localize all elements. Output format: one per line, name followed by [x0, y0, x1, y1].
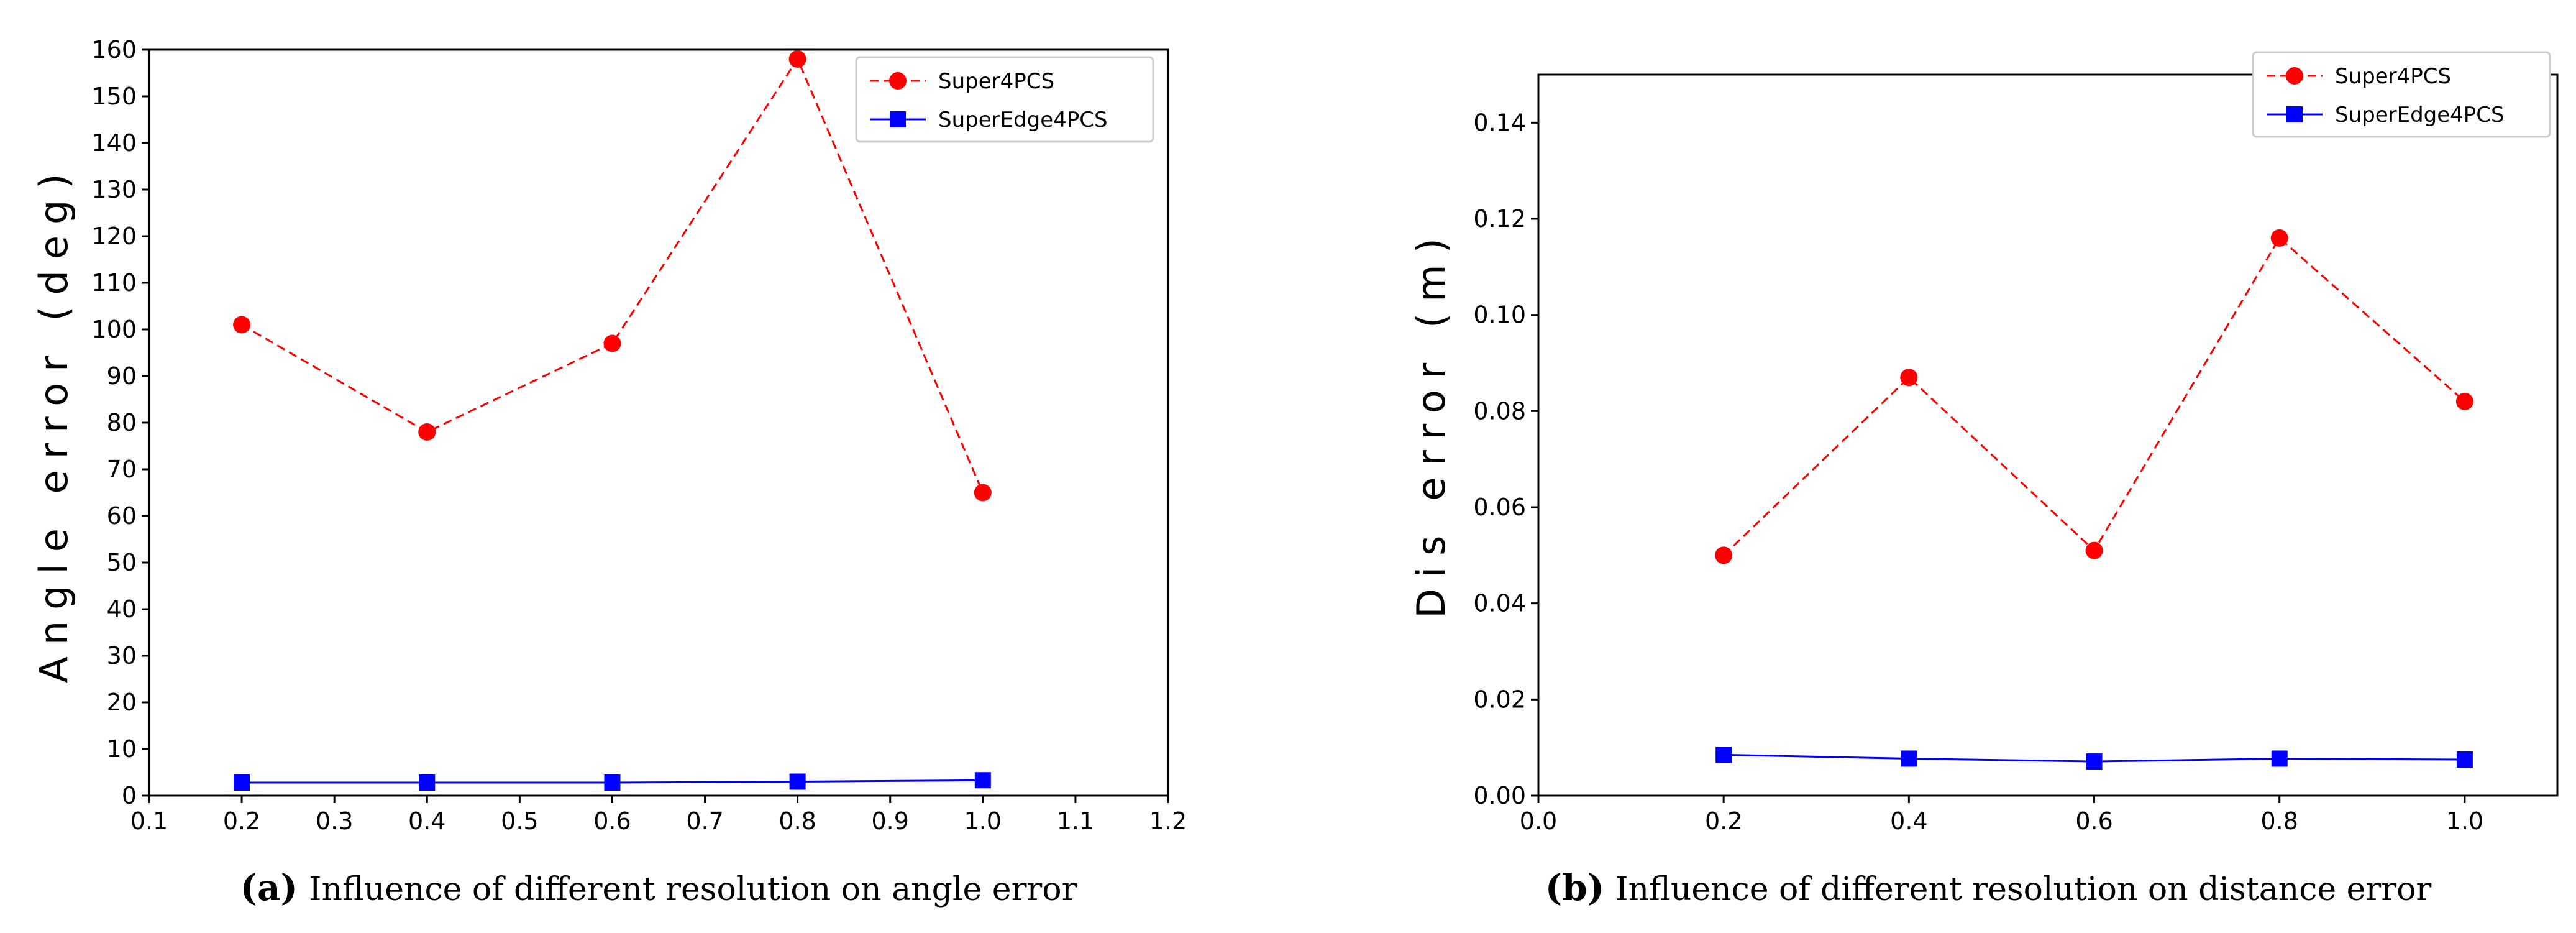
series-layer: [233, 50, 992, 791]
y-tick-label: 160: [91, 36, 137, 63]
x-ticks: 0.0 0.2 0.4 0.6 0.8 1.0: [1520, 796, 2483, 835]
y-tick-label: 0.08: [1473, 397, 1526, 425]
legend-box: [855, 56, 1154, 143]
x-tick-label: 1.0: [964, 807, 1002, 835]
caption-tag: (a): [240, 866, 298, 909]
y-tick-label: 0.04: [1473, 590, 1526, 617]
data-point-super4pcs: [974, 484, 992, 502]
data-point-superedge4pcs: [604, 774, 621, 791]
series-line-super4pcs: [1723, 236, 2465, 556]
chart-panel-distance-error: 0.000.020.040.060.080.100.120.14 0.0 0.2 0…: [1409, 51, 2559, 909]
x-tick-label: 0.6: [2075, 807, 2112, 835]
y-tick-label: 10: [107, 735, 137, 763]
y-tick-label: 130: [91, 176, 137, 203]
x-tick-label: 0.5: [501, 807, 538, 835]
data-point-superedge4pcs: [234, 774, 250, 791]
x-tick-label: 0.3: [316, 807, 353, 835]
caption-tag: (b): [1545, 866, 1604, 909]
series-layer: [1715, 229, 2473, 770]
data-point-super4pcs: [2455, 392, 2473, 410]
data-point-superedge4pcs: [2086, 753, 2103, 770]
legend-label-superedge4pcs: SuperEdge4PCS: [2335, 103, 2505, 127]
data-point-super4pcs: [233, 316, 251, 334]
legend-marker-super4pcs: [2286, 67, 2303, 85]
y-ticks: 0.00 0.02 0.04 0.06 0.08 0.10 0.12 0.14: [1473, 109, 1538, 809]
y-tick-label: 0.12: [1473, 205, 1526, 232]
chart-panel-angle-error: 0 10 20 30 40 50 60 70 80 90 100 110 120 130 140 150 160…: [31, 36, 1187, 909]
y-tick-label: 0: [122, 782, 137, 809]
x-tick-label: 1.1: [1057, 807, 1094, 835]
y-tick-label: 50: [107, 549, 137, 576]
data-point-superedge4pcs: [2456, 751, 2473, 768]
data-point-superedge4pcs: [419, 774, 436, 791]
series-line-super4pcs: [241, 57, 984, 494]
y-tick-label: 70: [107, 456, 137, 483]
data-point-superedge4pcs: [1715, 747, 1732, 763]
x-tick-label: 0.6: [593, 807, 631, 835]
y-tick-label: 0.00: [1473, 782, 1526, 809]
data-point-superedge4pcs: [1901, 750, 1917, 767]
data-point-superedge4pcs: [789, 773, 806, 790]
x-tick-label: 0.8: [779, 807, 816, 835]
y-tick-label: 100: [91, 316, 137, 343]
caption-text: Influence of different resolution on ang…: [309, 871, 1077, 908]
y-tick-label: 150: [91, 83, 137, 110]
y-tick-label: 140: [91, 129, 137, 157]
legend: Super4PCS SuperEdge4PCS: [855, 56, 1154, 143]
plot-frame: [148, 48, 1169, 797]
caption-a: (a) Influence of different resolution on…: [240, 866, 1077, 909]
x-tick-label: 0.9: [872, 807, 909, 835]
x-tick-label: 0.2: [1705, 807, 1742, 835]
y-tick-label: 0.10: [1473, 301, 1526, 329]
data-point-super4pcs: [2085, 541, 2103, 559]
x-tick-label: 1.0: [2446, 807, 2483, 835]
data-point-super4pcs: [2270, 229, 2288, 247]
y-tick-label: 30: [107, 642, 137, 669]
y-axis-label: Angle error (deg): [31, 162, 76, 683]
y-tick-label: 40: [107, 595, 137, 623]
legend-marker-superedge4pcs: [890, 111, 906, 127]
legend-marker-super4pcs: [889, 72, 907, 90]
x-tick-label: 0.4: [1890, 807, 1927, 835]
data-point-superedge4pcs: [974, 772, 991, 789]
y-tick-label: 0.02: [1473, 686, 1526, 713]
x-tick-label: 0.0: [1520, 807, 1557, 835]
legend-marker-superedge4pcs: [2286, 106, 2303, 122]
y-ticks: 0 10 20 30 40 50 60 70 80 90 100 110 120 130 140 150 160: [91, 36, 149, 809]
y-tick-label: 60: [107, 502, 137, 530]
legend-label-superedge4pcs: SuperEdge4PCS: [938, 108, 1108, 132]
y-tick-label: 0.06: [1473, 494, 1526, 521]
data-point-super4pcs: [1715, 546, 1733, 564]
caption-b: (b) Influence of different resolution on…: [1545, 866, 2432, 909]
data-point-super4pcs: [1900, 369, 1918, 387]
y-tick-label: 120: [91, 223, 137, 250]
legend: Super4PCS SuperEdge4PCS: [2252, 51, 2551, 138]
legend-label-super4pcs: Super4PCS: [938, 69, 1054, 94]
legend-label-super4pcs: Super4PCS: [2335, 64, 2451, 89]
y-tick-label: 80: [107, 409, 137, 436]
legend-box: [2252, 51, 2551, 138]
x-tick-label: 1.2: [1149, 807, 1187, 835]
y-tick-label: 0.14: [1473, 109, 1526, 136]
data-point-super4pcs: [788, 50, 806, 68]
x-tick-label: 0.2: [223, 807, 260, 835]
y-tick-label: 20: [107, 689, 137, 716]
x-tick-label: 0.8: [2261, 807, 2298, 835]
x-tick-label: 0.7: [686, 807, 723, 835]
data-point-super4pcs: [418, 423, 436, 441]
y-tick-label: 90: [107, 362, 137, 390]
data-point-super4pcs: [603, 334, 621, 352]
x-tick-label: 0.1: [130, 807, 168, 835]
plot-frame: [1537, 73, 2559, 797]
x-ticks: 0.1 0.2 0.3 0.4 0.5 0.6 0.7 0.8 0.9 1.0 1.1 1.2: [130, 796, 1187, 835]
data-point-superedge4pcs: [2271, 750, 2288, 767]
y-axis-label: Dis error (m): [1409, 227, 1454, 618]
y-tick-label: 110: [91, 269, 137, 296]
x-tick-label: 0.4: [408, 807, 445, 835]
caption-text: Influence of different resolution on dis…: [1615, 871, 2431, 908]
